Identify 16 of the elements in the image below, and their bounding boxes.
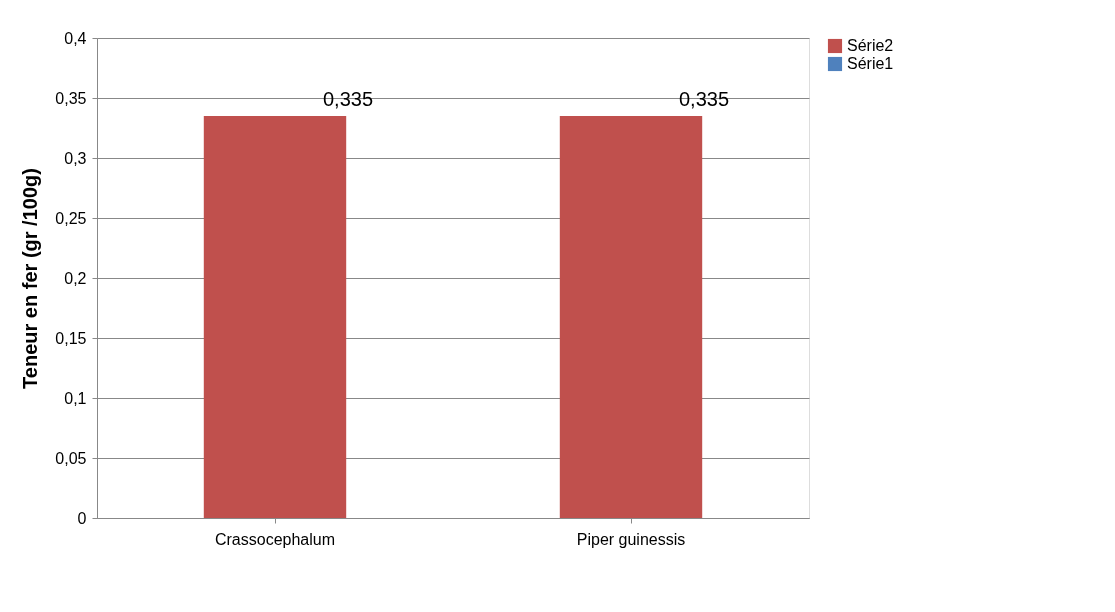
y-tick-label: 0,4	[64, 29, 87, 47]
y-tick-label: 0,35	[55, 89, 87, 107]
y-axis-title: Teneur en fer (gr /100g)	[19, 168, 42, 389]
legend-label: Série1	[847, 55, 894, 72]
y-tick-label: 0,25	[55, 209, 87, 227]
x-tick-label: Crassocephalum	[214, 531, 336, 548]
x-tick-label: Piper guinessis	[576, 531, 686, 548]
y-tick-label: 0,05	[55, 449, 87, 467]
legend-label: Série2	[847, 37, 894, 54]
y-tick-label: 0,2	[64, 269, 87, 287]
y-tick-label: 0,1	[64, 389, 87, 407]
y-tick-label: 0	[77, 509, 87, 527]
data-label: 0,335	[323, 88, 374, 110]
y-tick-label: 0,15	[55, 329, 87, 347]
y-tick-label: 0,3	[64, 149, 87, 167]
data-label: 0,335	[679, 88, 730, 110]
